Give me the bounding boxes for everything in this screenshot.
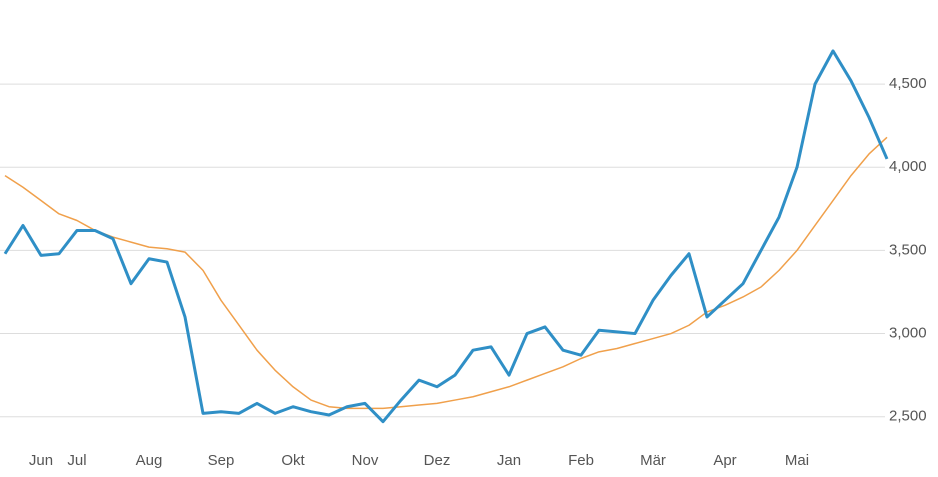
y-tick-label: 3,000 (889, 325, 927, 342)
x-tick-label: Aug (136, 452, 163, 469)
y-tick-label: 3,500 (889, 241, 927, 258)
x-tick-label: Jan (497, 452, 521, 469)
y-tick-label: 4,500 (889, 75, 927, 92)
x-tick-label: Sep (208, 452, 235, 469)
y-tick-label: 2,500 (889, 408, 927, 425)
x-tick-label: Dez (424, 452, 451, 469)
x-tick-label: Feb (568, 452, 594, 469)
x-tick-label: Mär (640, 452, 666, 469)
x-tick-label: Jun (29, 452, 53, 469)
x-tick-label: Mai (785, 452, 809, 469)
series-line (3, 49, 889, 424)
x-tick-label: Apr (713, 452, 736, 469)
x-tick-label: Jul (67, 452, 86, 469)
x-tick-label: Nov (352, 452, 379, 469)
x-tick-label: Okt (281, 452, 305, 469)
y-tick-label: 4,000 (889, 158, 927, 175)
series-line (4, 136, 888, 410)
